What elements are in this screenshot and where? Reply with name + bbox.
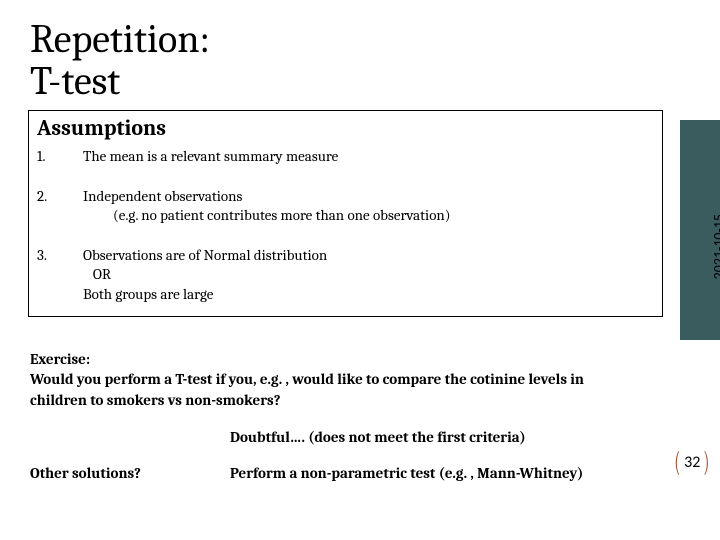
answer-right: Perform a non-parametric test (e.g. , Ma… [230, 464, 690, 482]
date-label: 2021-10-15 [710, 214, 720, 279]
paren-right-icon: ) [704, 446, 710, 478]
exercise-label: Exercise: [30, 350, 90, 368]
assumption-body: The mean is a relevant summary measure [83, 147, 338, 167]
assumption-body: Observations are of Normal distribution … [83, 246, 327, 305]
assumption-main: The mean is a relevant summary measure [83, 147, 338, 165]
page-number-wrap: ( 32 ) [672, 446, 712, 478]
assumption-number: 1. [37, 147, 83, 167]
title-line-1: Repetition: [30, 16, 210, 62]
assumption-number: 2. [37, 187, 83, 226]
slide-title: Repetition: T-test [30, 18, 690, 102]
assumption-row: 1. The mean is a relevant summary measur… [37, 147, 654, 167]
page-number: 32 [683, 453, 701, 472]
exercise-text: Would you perform a T-test if you, e.g. … [30, 370, 584, 408]
assumptions-box: Assumptions 1. The mean is a relevant su… [28, 110, 663, 317]
answer-left [30, 428, 230, 446]
answer-left: Other solutions? [30, 464, 230, 482]
answer-row: Other solutions? Perform a non-parametri… [30, 464, 690, 482]
assumption-main: Observations are of Normal distribution [83, 246, 327, 264]
paren-left-icon: ( [675, 446, 681, 478]
assumption-row: 2. Independent observations (e.g. no pat… [37, 187, 654, 226]
assumption-body: Independent observations (e.g. no patien… [83, 187, 451, 226]
assumption-sub: (e.g. no patient contributes more than o… [83, 206, 451, 226]
assumption-main: Independent observations [83, 187, 242, 205]
assumption-number: 3. [37, 246, 83, 305]
answer-row: Doubtful…. (does not meet the first crit… [30, 428, 690, 446]
answer-right: Doubtful…. (does not meet the first crit… [230, 428, 690, 446]
assumption-row: 3. Observations are of Normal distributi… [37, 246, 654, 305]
title-line-2: T-test [30, 58, 120, 104]
slide: Repetition: T-test Assumptions 1. The me… [0, 0, 720, 540]
assumption-sub: OR Both groups are large [83, 265, 327, 304]
exercise-block: Exercise: Would you perform a T-test if … [30, 349, 640, 410]
assumptions-heading: Assumptions [37, 115, 654, 141]
